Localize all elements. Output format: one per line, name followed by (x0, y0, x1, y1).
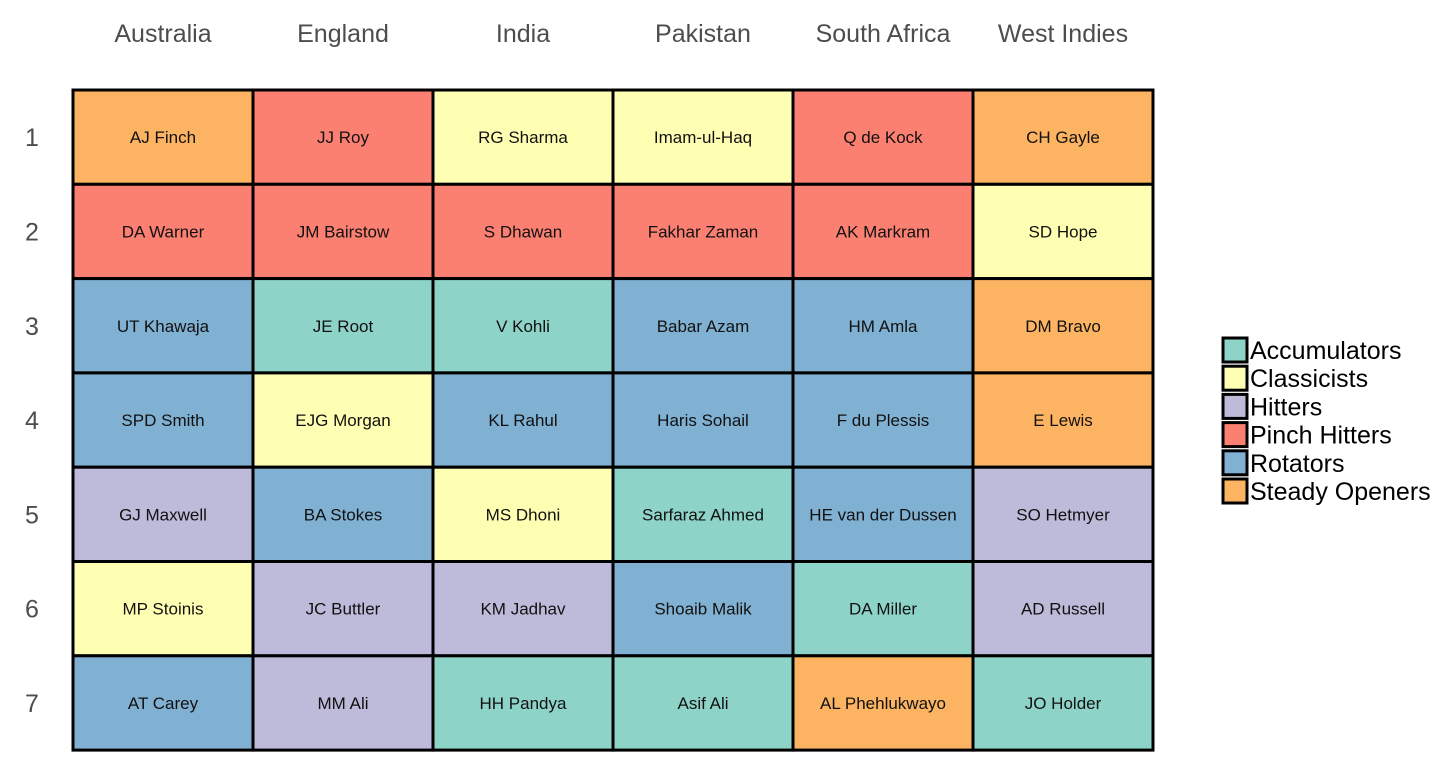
row-label: 2 (25, 218, 39, 246)
legend-label: Pinch Hitters (1250, 422, 1392, 450)
heatmap-cell (611, 182, 795, 281)
legend-key (1221, 336, 1249, 364)
cell-label: CH Gayle (1026, 128, 1100, 147)
row-label: 5 (25, 501, 39, 529)
heatmap-cell (431, 371, 615, 469)
heatmap-cell (71, 371, 255, 469)
heatmap-cell (71, 654, 255, 752)
cell-label: SO Hetmyer (1016, 505, 1110, 524)
heatmap-cell (971, 88, 1155, 186)
cell-label: Asif Ali (677, 694, 728, 713)
heatmap-cell (971, 277, 1155, 375)
legend-key (1221, 421, 1249, 449)
cell-label: AD Russell (1021, 600, 1105, 619)
heatmap-cell (971, 371, 1155, 469)
cell-label: Haris Sohail (657, 411, 749, 430)
cell-label: V Kohli (496, 317, 550, 336)
cell-label: AJ Finch (130, 128, 196, 147)
column-label: Pakistan (655, 20, 751, 48)
heatmap-cell (611, 654, 795, 752)
row-label: 1 (25, 124, 39, 152)
legend-key (1221, 364, 1249, 392)
cell-label: MP Stoinis (123, 600, 204, 619)
cell-label: RG Sharma (478, 128, 568, 147)
cell-label: JC Buttler (306, 600, 381, 619)
heatmap-cell (71, 560, 255, 658)
heatmap-cells: AJ Finch JJ Roy RG Sharma Imam-ul-Haq Q de K… (71, 88, 1155, 752)
heatmap-cell (251, 277, 435, 375)
cell-label: MM Ali (318, 694, 369, 713)
heatmap-cell (71, 88, 255, 186)
cell-label: HM Amla (849, 317, 919, 336)
column-label: England (297, 20, 389, 48)
row-label: 4 (25, 407, 39, 435)
cell-label: DA Warner (122, 222, 205, 241)
cell-label: JO Holder (1025, 694, 1102, 713)
row-label: 7 (25, 690, 39, 718)
legend-label: Rotators (1250, 450, 1344, 478)
legend-label: Accumulators (1250, 337, 1401, 365)
legend-label: Classicists (1250, 365, 1368, 393)
row-label: 6 (25, 596, 39, 624)
heatmap-cell (791, 371, 975, 469)
legend-key (1221, 392, 1249, 420)
cell-label: Sarfaraz Ahmed (642, 505, 764, 524)
heatmap-cell (971, 654, 1155, 752)
heatmap-cell (611, 277, 795, 375)
heatmap-cell (251, 654, 435, 752)
column-labels: Australia England India Pakistan South Afric… (114, 20, 1128, 48)
cell-label: JJ Roy (317, 128, 369, 147)
row-label: 3 (25, 313, 39, 341)
heatmap-cell (431, 465, 615, 564)
cell-label: Shoaib Malik (654, 600, 752, 619)
cell-label: Babar Azam (657, 317, 750, 336)
cell-label: SD Hope (1029, 222, 1098, 241)
heatmap-cell (791, 654, 975, 752)
cell-label: Q de Kock (843, 128, 923, 147)
heatmap-cell (791, 465, 975, 564)
cell-label: DM Bravo (1025, 317, 1101, 336)
cell-label: KL Rahul (488, 411, 557, 430)
cell-label: HH Pandya (480, 694, 567, 713)
cell-label: JM Bairstow (297, 222, 390, 241)
cell-label: JE Root (313, 317, 374, 336)
column-label: Australia (114, 20, 211, 48)
cell-label: GJ Maxwell (119, 505, 207, 524)
heatmap-cell (971, 182, 1155, 281)
legend-key (1221, 477, 1249, 505)
heatmap-cell (251, 182, 435, 281)
column-label: South Africa (816, 20, 951, 48)
heatmap-cell (611, 371, 795, 469)
cell-label: E Lewis (1033, 411, 1093, 430)
cell-label: DA Miller (849, 600, 917, 619)
cell-label: F du Plessis (837, 411, 930, 430)
heatmap-cell (971, 465, 1155, 564)
cell-label: AT Carey (128, 694, 199, 713)
cell-label: EJG Morgan (295, 411, 390, 430)
cell-label: S Dhawan (484, 222, 562, 241)
row-labels: 1 2 3 4 5 6 7 (25, 124, 39, 718)
cell-label: HE van der Dussen (809, 505, 956, 524)
column-label: India (496, 20, 550, 48)
cell-label: AK Markram (836, 222, 930, 241)
column-label: West Indies (998, 20, 1128, 48)
legend-label: Hitters (1250, 393, 1322, 421)
cell-label: Fakhar Zaman (648, 222, 759, 241)
cell-label: UT Khawaja (117, 317, 210, 336)
heatmap-cell (971, 560, 1155, 658)
heatmap-cell (791, 277, 975, 375)
heatmap-cell (251, 88, 435, 186)
cell-label: Imam-ul-Haq (654, 128, 752, 147)
cell-label: KM Jadhav (480, 600, 566, 619)
cell-label: AL Phehlukwayo (820, 694, 946, 713)
cell-label: BA Stokes (304, 505, 382, 524)
cell-label: SPD Smith (121, 411, 204, 430)
heatmap-cell (611, 465, 795, 564)
legend-label: Steady Openers (1250, 478, 1431, 506)
cell-label: MS Dhoni (486, 505, 561, 524)
legend-key (1221, 449, 1249, 477)
heatmap-cell (251, 371, 435, 469)
